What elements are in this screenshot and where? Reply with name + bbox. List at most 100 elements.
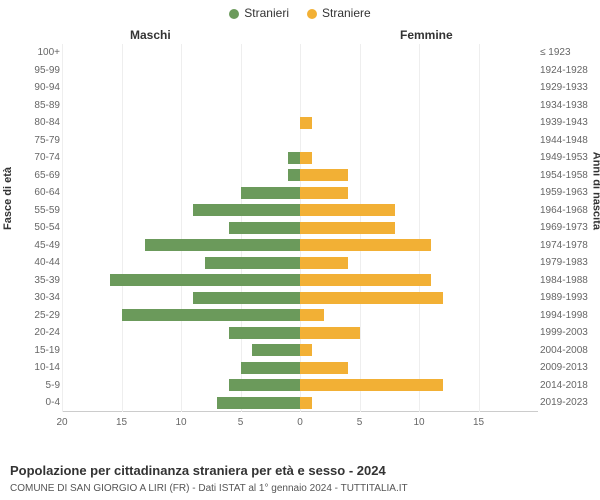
bar-female	[300, 239, 431, 251]
bar-female	[300, 362, 348, 374]
birth-label: 1929-1933	[540, 79, 600, 97]
bar-male	[229, 222, 300, 234]
age-label: 15-19	[2, 342, 60, 360]
age-row: 50-541969-1973	[62, 219, 538, 237]
bar-female	[300, 309, 324, 321]
bar-male	[229, 379, 300, 391]
col-header-femmine: Femmine	[400, 28, 453, 42]
bar-female	[300, 117, 312, 129]
age-row: 85-891934-1938	[62, 97, 538, 115]
birth-label: 1949-1953	[540, 149, 600, 167]
age-row: 65-691954-1958	[62, 167, 538, 185]
age-label: 20-24	[2, 324, 60, 342]
bar-female	[300, 397, 312, 409]
age-row: 15-192004-2008	[62, 342, 538, 360]
age-row: 20-241999-2003	[62, 324, 538, 342]
age-label: 60-64	[2, 184, 60, 202]
birth-label: 1994-1998	[540, 307, 600, 325]
age-row: 45-491974-1978	[62, 237, 538, 255]
bar-male	[122, 309, 301, 321]
age-label: 25-29	[2, 307, 60, 325]
bar-male	[229, 327, 300, 339]
age-label: 0-4	[2, 394, 60, 412]
birth-label: 1944-1948	[540, 132, 600, 150]
bar-male	[241, 362, 301, 374]
bar-female	[300, 152, 312, 164]
birth-label: 1939-1943	[540, 114, 600, 132]
age-row: 100+≤ 1923	[62, 44, 538, 62]
birth-label: 1984-1988	[540, 272, 600, 290]
x-tick: 0	[297, 417, 303, 428]
birth-label: 2004-2008	[540, 342, 600, 360]
age-label: 55-59	[2, 202, 60, 220]
bar-female	[300, 379, 443, 391]
bar-female	[300, 169, 348, 181]
age-row: 70-741949-1953	[62, 149, 538, 167]
col-header-maschi: Maschi	[130, 28, 171, 42]
birth-label: 1969-1973	[540, 219, 600, 237]
age-label: 75-79	[2, 132, 60, 150]
birth-label: 1964-1968	[540, 202, 600, 220]
bar-female	[300, 222, 395, 234]
x-tick: 15	[116, 417, 127, 428]
age-label: 70-74	[2, 149, 60, 167]
age-label: 5-9	[2, 377, 60, 395]
age-row: 90-941929-1933	[62, 79, 538, 97]
x-tick: 15	[473, 417, 484, 428]
bar-male	[288, 152, 300, 164]
bar-female	[300, 274, 431, 286]
birth-label: 1959-1963	[540, 184, 600, 202]
age-label: 100+	[2, 44, 60, 62]
bar-male	[252, 344, 300, 356]
bar-female	[300, 292, 443, 304]
chart-title: Popolazione per cittadinanza straniera p…	[10, 463, 386, 478]
age-row: 95-991924-1928	[62, 62, 538, 80]
age-label: 90-94	[2, 79, 60, 97]
birth-label: ≤ 1923	[540, 44, 600, 62]
age-label: 85-89	[2, 97, 60, 115]
bar-male	[193, 204, 300, 216]
age-label: 10-14	[2, 359, 60, 377]
birth-label: 2014-2018	[540, 377, 600, 395]
chart-subtitle: COMUNE DI SAN GIORGIO A LIRI (FR) - Dati…	[10, 483, 408, 494]
age-label: 50-54	[2, 219, 60, 237]
bar-female	[300, 257, 348, 269]
age-row: 30-341989-1993	[62, 289, 538, 307]
x-tick: 5	[238, 417, 244, 428]
bar-female	[300, 344, 312, 356]
x-tick: 10	[175, 417, 186, 428]
age-row: 35-391984-1988	[62, 272, 538, 290]
birth-label: 1974-1978	[540, 237, 600, 255]
age-row: 5-92014-2018	[62, 377, 538, 395]
bar-male	[193, 292, 300, 304]
age-row: 10-142009-2013	[62, 359, 538, 377]
bar-female	[300, 187, 348, 199]
bar-male	[205, 257, 300, 269]
birth-label: 2019-2023	[540, 394, 600, 412]
birth-label: 1989-1993	[540, 289, 600, 307]
birth-label: 2009-2013	[540, 359, 600, 377]
birth-label: 1999-2003	[540, 324, 600, 342]
birth-label: 1954-1958	[540, 167, 600, 185]
age-label: 45-49	[2, 237, 60, 255]
bar-female	[300, 327, 360, 339]
legend-f-label: Straniere	[322, 6, 371, 20]
x-tick: 5	[357, 417, 363, 428]
bar-male	[145, 239, 300, 251]
bar-male	[241, 187, 301, 199]
age-label: 80-84	[2, 114, 60, 132]
x-tick: 20	[56, 417, 67, 428]
birth-label: 1924-1928	[540, 62, 600, 80]
birth-label: 1979-1983	[540, 254, 600, 272]
age-label: 30-34	[2, 289, 60, 307]
birth-label: 1934-1938	[540, 97, 600, 115]
bar-male	[110, 274, 300, 286]
age-label: 35-39	[2, 272, 60, 290]
bar-female	[300, 204, 395, 216]
age-row: 0-42019-2023	[62, 394, 538, 412]
age-label: 65-69	[2, 167, 60, 185]
bar-male	[288, 169, 300, 181]
legend: Stranieri Straniere	[0, 0, 600, 20]
pyramid-chart: 2015151010550100+≤ 192395-991924-192890-…	[62, 44, 538, 438]
bar-male	[217, 397, 300, 409]
